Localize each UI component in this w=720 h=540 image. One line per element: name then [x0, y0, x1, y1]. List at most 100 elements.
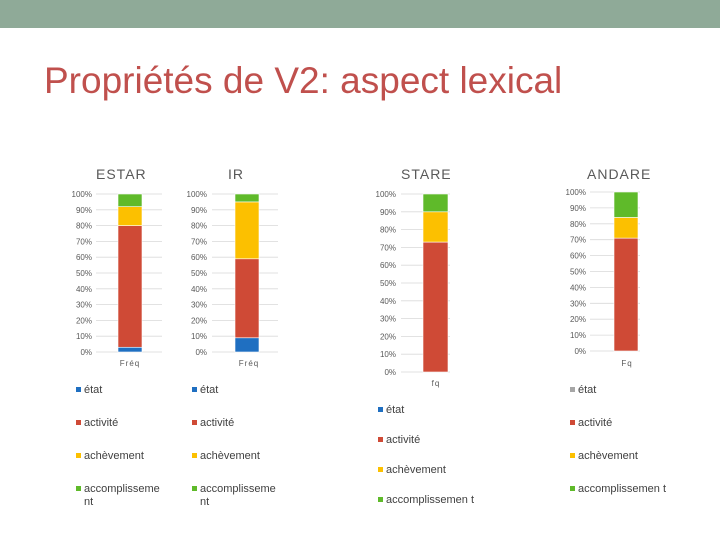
chart-title-andare: ANDARE	[587, 166, 652, 182]
legend-swatch	[378, 467, 383, 472]
y-tick-label: 80%	[380, 226, 396, 235]
y-tick-label: 20%	[191, 316, 207, 325]
bar-segment-accomplissement	[234, 193, 260, 203]
top-banner	[0, 0, 720, 28]
bar-segment-etat	[234, 337, 260, 353]
legend-swatch	[570, 486, 575, 491]
legend-label: accomplisseme nt	[84, 483, 160, 508]
legend-label: activité	[578, 417, 613, 429]
y-tick-label: 50%	[380, 279, 396, 288]
y-tick-label: 80%	[191, 222, 207, 231]
chart-title-stare: STARE	[401, 166, 452, 182]
legend-label: activité	[84, 417, 119, 429]
y-tick-label: 90%	[191, 206, 207, 215]
legend-label: état	[386, 404, 405, 416]
y-tick-label: 30%	[191, 301, 207, 310]
bar-segment-accomplissement	[117, 193, 143, 207]
y-tick-label: 90%	[76, 206, 92, 215]
legend-entry: état	[378, 404, 478, 417]
legend-entry: activité	[192, 417, 280, 430]
legend-swatch	[378, 497, 383, 502]
y-tick-label: 60%	[76, 253, 92, 262]
y-tick-label: 0%	[80, 348, 92, 357]
legend-swatch	[570, 420, 575, 425]
bar-segment-activite	[613, 237, 639, 352]
legend-label: état	[200, 384, 219, 396]
y-tick-label: 0%	[574, 347, 586, 356]
legend-entry: achèvement	[192, 450, 280, 463]
y-tick-label: 20%	[380, 332, 396, 341]
y-tick-label: 50%	[570, 268, 586, 277]
legend-entry: achèvement	[570, 450, 670, 463]
bar-segment-achevement	[422, 211, 449, 243]
legend-entry: état	[192, 384, 280, 397]
y-tick-label: 70%	[570, 236, 586, 245]
y-tick-label: 90%	[570, 204, 586, 213]
legend-entry: accomplissemen t	[570, 483, 670, 496]
chart-title-ir: IR	[228, 166, 244, 182]
bar-segment-achevement	[234, 201, 260, 260]
y-tick-label: 50%	[191, 269, 207, 278]
legend-swatch	[192, 453, 197, 458]
legend-swatch	[570, 387, 575, 392]
y-tick-label: 10%	[76, 332, 92, 341]
x-category-label: Fréq	[239, 359, 259, 368]
legend-label: accomplissemen t	[386, 494, 475, 506]
y-tick-label: 100%	[566, 188, 586, 197]
legend-swatch	[570, 453, 575, 458]
bar-segment-achevement	[613, 217, 639, 239]
y-tick-label: 0%	[195, 348, 207, 357]
y-tick-label: 60%	[380, 261, 396, 270]
bar-segment-accomplissement	[613, 191, 639, 218]
x-category-label: fq	[432, 379, 441, 388]
y-tick-label: 80%	[76, 222, 92, 231]
legend-swatch	[378, 407, 383, 412]
y-tick-label: 30%	[570, 299, 586, 308]
y-tick-label: 40%	[76, 285, 92, 294]
bar-segment-achevement	[117, 206, 143, 226]
y-tick-label: 20%	[570, 315, 586, 324]
legend-entry: activité	[76, 417, 164, 430]
y-tick-label: 70%	[380, 243, 396, 252]
y-tick-label: 0%	[384, 368, 396, 377]
legend-label: accomplisseme nt	[200, 483, 276, 508]
y-tick-label: 50%	[76, 269, 92, 278]
bar-segment-etat	[117, 346, 143, 353]
legend-swatch	[192, 486, 197, 491]
bar-segment-activite	[117, 225, 143, 348]
x-category-label: Fq	[621, 359, 632, 368]
legend-swatch	[76, 453, 81, 458]
legend-entry: activité	[378, 434, 478, 447]
y-tick-label: 40%	[380, 297, 396, 306]
y-tick-label: 30%	[380, 315, 396, 324]
y-tick-label: 40%	[191, 285, 207, 294]
y-tick-label: 40%	[570, 283, 586, 292]
chart-title-estar: ESTAR	[96, 166, 147, 182]
legend-swatch	[192, 387, 197, 392]
legend-entry: accomplissemen t	[378, 494, 478, 507]
legend-entry: état	[76, 384, 164, 397]
y-tick-label: 10%	[380, 350, 396, 359]
y-tick-label: 90%	[380, 208, 396, 217]
y-tick-label: 100%	[72, 190, 92, 199]
legend-entry: état	[570, 384, 670, 397]
legend-swatch	[76, 387, 81, 392]
legend-swatch	[76, 420, 81, 425]
y-tick-label: 10%	[191, 332, 207, 341]
y-tick-label: 10%	[570, 331, 586, 340]
y-tick-label: 60%	[191, 253, 207, 262]
bar-segment-activite	[234, 258, 260, 339]
legend-label: accomplissemen t	[578, 483, 667, 495]
y-tick-label: 30%	[76, 301, 92, 310]
legend-entry: achèvement	[378, 464, 478, 477]
legend-label: achèvement	[200, 450, 260, 462]
y-tick-label: 100%	[376, 190, 396, 199]
bar-segment-activite	[422, 241, 449, 373]
x-category-label: Fréq	[120, 359, 140, 368]
y-tick-label: 80%	[570, 220, 586, 229]
legend-entry: accomplisseme nt	[76, 483, 164, 509]
legend-swatch	[378, 437, 383, 442]
legend-entry: accomplisseme nt	[192, 483, 280, 509]
legend-entry: achèvement	[76, 450, 164, 463]
